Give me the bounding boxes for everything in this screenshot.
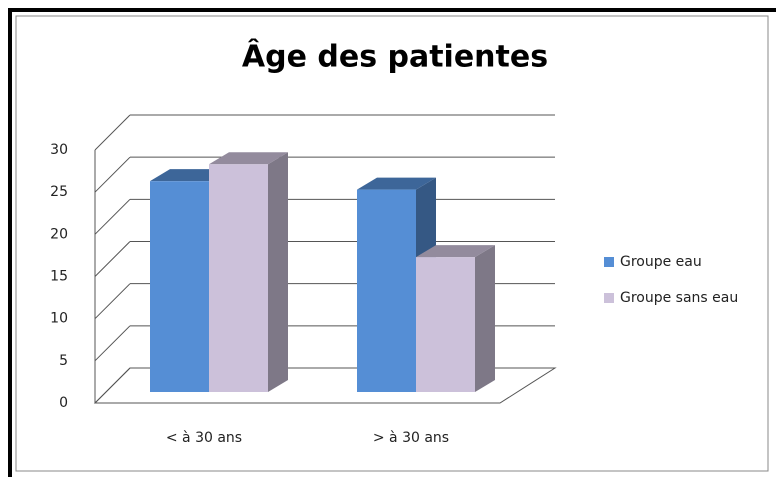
grid-line — [94, 114, 131, 151]
bar-side — [475, 245, 495, 392]
grid-line — [94, 283, 131, 320]
y-tick-label: 25 — [50, 184, 68, 200]
grid-line — [94, 156, 131, 193]
bar — [357, 189, 416, 392]
legend-label: Groupe eau — [620, 254, 702, 270]
x-tick-label: > à 30 ans — [373, 430, 449, 446]
bar — [416, 257, 475, 392]
x-tick-label: < à 30 ans — [166, 430, 242, 446]
legend-swatch — [604, 257, 614, 267]
y-tick-label: 30 — [50, 142, 68, 158]
y-tick-label: 20 — [50, 226, 68, 242]
y-tick-label: 15 — [50, 269, 68, 285]
grid-line — [94, 241, 131, 277]
y-tick-label: 10 — [50, 311, 68, 327]
bar-top — [416, 245, 495, 258]
bar-top — [357, 177, 436, 190]
frame-left — [8, 8, 12, 477]
grid-line — [94, 198, 131, 235]
bar — [150, 181, 209, 392]
grid-line — [94, 367, 131, 404]
bar — [209, 164, 268, 392]
legend-label: Groupe sans eau — [620, 290, 738, 306]
y-tick-label: 5 — [59, 353, 68, 369]
frame-top — [8, 8, 776, 12]
y-tick-label: 0 — [59, 395, 68, 411]
chart-title: Âge des patientes — [242, 39, 548, 75]
grid-line — [94, 325, 131, 362]
bar-top — [209, 152, 288, 165]
legend-swatch — [604, 293, 614, 303]
chart-border — [15, 15, 769, 472]
bar-side — [268, 152, 288, 392]
